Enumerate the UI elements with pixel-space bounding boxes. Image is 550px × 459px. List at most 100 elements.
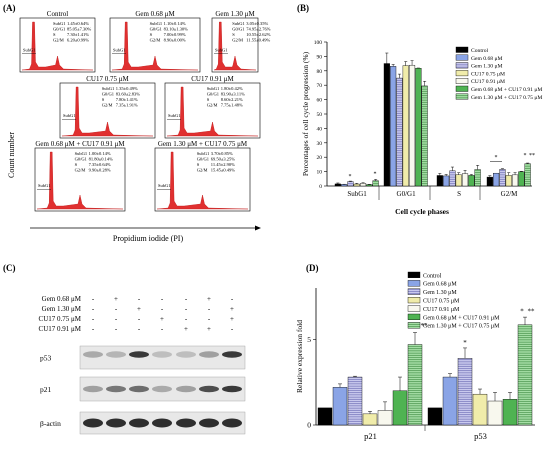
bar-G2/M-6	[518, 171, 525, 187]
treatment-sign: -	[138, 315, 141, 323]
category-label: G0/G1	[397, 190, 417, 198]
category-label: p21	[364, 431, 377, 441]
stat-value: 8.90±0.00%	[164, 38, 186, 43]
chart-b: 0 10 20 30 40 50 60 70 80 90 100 SubG1 G0/G1 S G2/M Per…	[301, 40, 542, 216]
stat-value: 3.05±0.35%	[246, 21, 268, 26]
bar-SubG1-6	[366, 184, 373, 187]
stat-name: SubG1	[53, 21, 66, 26]
subg1-tag: SubG1	[113, 47, 126, 52]
sig-mark: *	[463, 339, 467, 347]
bar-SubG1-1	[334, 183, 341, 187]
category-label: p53	[474, 431, 487, 441]
stat-name: SubG1	[232, 21, 245, 26]
sig-mark: **	[421, 322, 429, 330]
flow-ylabel: Count number	[7, 132, 16, 178]
treatment-sign: -	[161, 305, 164, 313]
legend-swatch-2	[455, 54, 469, 61]
treatment-sign: +	[160, 315, 164, 323]
legend-label-3: Gem 1.30 μM	[471, 64, 502, 70]
stat-value: 3.70±0.85%	[211, 151, 233, 156]
panel-c-label: (C)	[3, 263, 16, 273]
stat-value: 74.95±2.76%	[246, 27, 270, 32]
blot-band	[176, 351, 196, 358]
stat-name: G2/M	[53, 38, 64, 43]
treatment-sign: -	[115, 325, 118, 333]
treatment-sign: +	[207, 295, 211, 303]
bar-p21-5	[377, 410, 393, 426]
treatment-row-label: Gem 1.30 μM	[42, 305, 82, 313]
bar-p53-4	[472, 393, 488, 426]
subg1-tag: SubG1	[168, 113, 181, 118]
category-label: S	[457, 190, 461, 198]
stat-name: S	[207, 97, 210, 102]
bar-S-4	[455, 174, 462, 187]
legend-label-1: Control	[423, 273, 442, 279]
y-tick-label: 50	[317, 112, 323, 118]
stat-name: G0/G1	[102, 92, 114, 97]
legend-swatch-1	[407, 271, 421, 279]
stat-name: SubG1	[150, 21, 163, 26]
bar-G0/G1-1	[383, 63, 390, 187]
blot-band	[129, 418, 149, 428]
stat-name: SubG1	[102, 86, 115, 91]
legend-swatch-6	[455, 85, 469, 92]
bar-p53-3	[457, 358, 473, 426]
legend-label-5: CU17 0.91 μM	[423, 307, 460, 313]
flow-xlabel: Propidium iodide (PI)	[113, 234, 184, 243]
stat-value: 1.00±0.14%	[89, 151, 111, 156]
legend-swatch-5	[407, 305, 421, 312]
blot-band	[222, 385, 242, 393]
blot-band	[222, 351, 242, 358]
blot-band	[152, 385, 172, 393]
stat-value: 7.80±1.41%	[116, 97, 138, 102]
subg1-tag: SubG1	[23, 47, 36, 52]
stat-value: 7.00±0.99%	[164, 32, 186, 37]
stat-name: G2/M	[232, 38, 243, 43]
bar-p53-5	[487, 400, 503, 426]
stat-name: SubG1	[207, 86, 220, 91]
stat-name: G0/G1	[232, 27, 244, 32]
sig-mark: *	[374, 172, 377, 178]
histogram-title: CU17 0.91 μM	[191, 75, 234, 83]
bar-G2/M-5	[512, 174, 519, 187]
bar-G0/G1-5	[409, 64, 416, 187]
treatment-sign: -	[138, 325, 141, 333]
bar-S-1	[436, 175, 443, 187]
blot-band	[199, 351, 219, 358]
y-tick-label: 10	[317, 170, 323, 176]
legend-swatch-3	[407, 288, 421, 295]
blot-band	[176, 418, 196, 428]
bar-p53-2	[442, 376, 458, 426]
blot-band	[83, 385, 103, 393]
panel-a-label: (A)	[3, 3, 16, 13]
subg1-tag: SubG1	[38, 183, 51, 188]
blot-band	[129, 385, 149, 393]
bar-p21-3	[347, 376, 363, 426]
legend-label-7: Gem 1.30 μM + CU17 0.75 μM	[471, 95, 542, 101]
stat-name: G2/M	[75, 168, 86, 173]
panel-d-label: (D)	[306, 263, 319, 273]
stat-value: 11.55±0.49%	[246, 38, 270, 43]
stat-value: 85.05±7.30%	[67, 27, 91, 32]
bar-S-2	[443, 175, 450, 187]
stat-value: 8.60±2.21%	[221, 97, 243, 102]
bar-G0/G1-7	[421, 85, 428, 187]
y-tick-label: 70	[317, 83, 323, 89]
y-axis-label: Relative expression fold	[295, 320, 304, 393]
bar-p21-2	[332, 387, 348, 426]
subg1-tag: SubG1	[63, 113, 76, 118]
blot-band	[152, 418, 172, 428]
blot-panel-0	[79, 345, 246, 370]
bar-S-7	[474, 169, 481, 187]
sig-mark: *	[495, 155, 498, 161]
legend-label-5: CU17 0.91 μM	[471, 79, 505, 85]
bar-G2/M-3	[499, 169, 506, 187]
legend-label-7: Gem 1.30 μM + CU17 0.75 μM	[423, 324, 500, 330]
treatment-sign: -	[92, 325, 95, 333]
